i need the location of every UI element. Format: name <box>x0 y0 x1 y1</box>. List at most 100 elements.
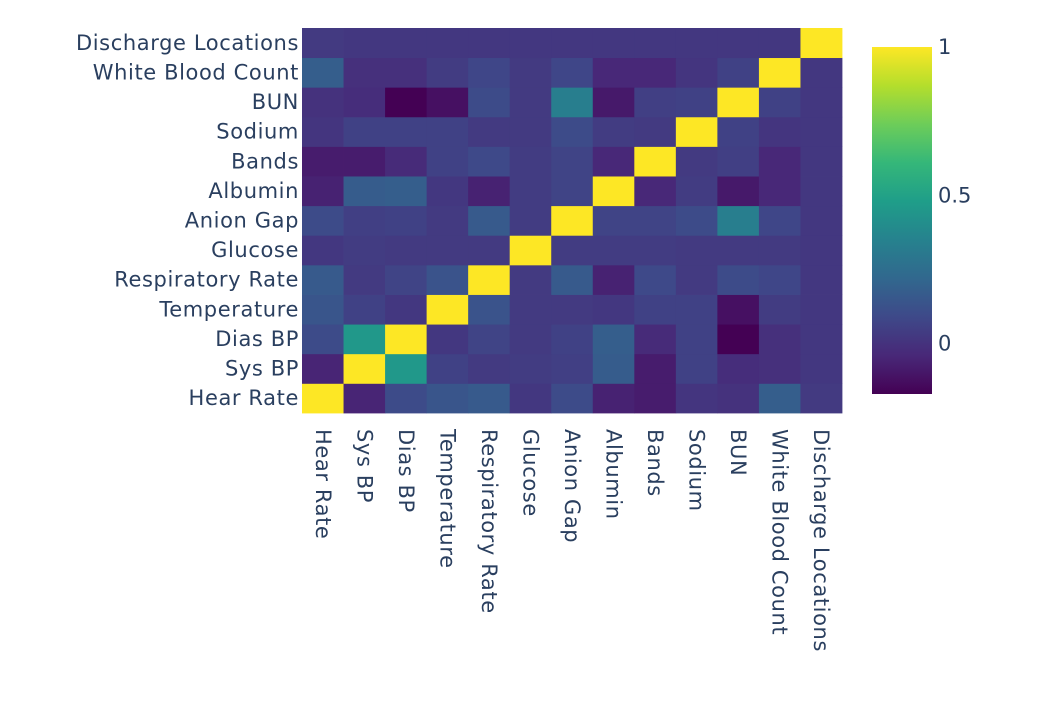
heatmap-cell-anion-gap-x-temperature <box>426 205 469 236</box>
heatmap-cell-albumin-x-bun <box>717 176 760 207</box>
heatmap-cell-temperature-x-respiratory-rate <box>468 294 511 325</box>
heatmap-cell-discharge-locations-x-glucose <box>509 28 552 59</box>
heatmap-cell-albumin-x-discharge-locations <box>800 176 843 207</box>
heatmap-cell-respiratory-rate-x-dias-bp <box>385 264 428 295</box>
heatmap-cell-sodium-x-dias-bp <box>385 116 428 147</box>
heatmap-cell-temperature-x-albumin <box>592 294 635 325</box>
colorbar-tick-label-0: 0 <box>938 332 951 356</box>
heatmap-cell-anion-gap-x-sodium <box>675 205 718 236</box>
heatmap-cell-bands-x-albumin <box>592 146 635 177</box>
heatmap-cell-hear-rate-x-bands <box>634 383 677 414</box>
y-tick-label-white-blood-count: White Blood Count <box>93 60 299 84</box>
heatmap-cell-temperature-x-discharge-locations <box>800 294 843 325</box>
heatmap-cell-discharge-locations-x-white-blood-count <box>758 28 801 59</box>
heatmap-cell-anion-gap-x-white-blood-count <box>758 205 801 236</box>
heatmap-cell-dias-bp-x-respiratory-rate <box>468 324 511 355</box>
heatmap-cell-sodium-x-sys-bp <box>343 116 386 147</box>
heatmap-cell-dias-bp-x-bands <box>634 324 677 355</box>
heatmap-cell-sys-bp-x-hear-rate <box>302 353 344 384</box>
x-tick-label-bands: Bands <box>643 429 667 497</box>
heatmap-cell-glucose-x-hear-rate <box>302 235 344 266</box>
heatmap-cell-sys-bp-x-dias-bp <box>385 353 428 384</box>
heatmap-cell-sys-bp-x-sys-bp <box>343 353 386 384</box>
heatmap-cell-albumin-x-temperature <box>426 176 469 207</box>
x-tick-label-albumin: Albumin <box>602 429 626 520</box>
heatmap-cell-temperature-x-temperature <box>426 294 469 325</box>
heatmap-cell-bun-x-discharge-locations <box>800 87 843 118</box>
heatmap-cell-white-blood-count-x-glucose <box>509 57 552 88</box>
heatmap-cell-sodium-x-respiratory-rate <box>468 116 511 147</box>
heatmap-cell-bands-x-white-blood-count <box>758 146 801 177</box>
heatmap-cell-glucose-x-anion-gap <box>551 235 594 266</box>
colorbar-tick-label-1: 1 <box>938 35 951 59</box>
y-tick-label-hear-rate: Hear Rate <box>189 386 299 410</box>
heatmap-cell-hear-rate-x-sys-bp <box>343 383 386 414</box>
heatmap-cell-anion-gap-x-bun <box>717 205 760 236</box>
heatmap-cell-dias-bp-x-sys-bp <box>343 324 386 355</box>
y-tick-label-bun: BUN <box>252 90 299 114</box>
y-tick-label-albumin: Albumin <box>208 179 299 203</box>
heatmap-cell-glucose-x-glucose <box>509 235 552 266</box>
heatmap-cell-anion-gap-x-anion-gap <box>551 205 594 236</box>
heatmap-cell-hear-rate-x-temperature <box>426 383 469 414</box>
heatmap-cell-glucose-x-respiratory-rate <box>468 235 511 266</box>
x-tick-label-bun: BUN <box>726 429 750 476</box>
heatmap-cell-temperature-x-white-blood-count <box>758 294 801 325</box>
heatmap-cell-bun-x-hear-rate <box>302 87 344 118</box>
heatmap-cell-anion-gap-x-albumin <box>592 205 635 236</box>
heatmap-cell-hear-rate-x-respiratory-rate <box>468 383 511 414</box>
heatmap-cell-bands-x-bun <box>717 146 760 177</box>
heatmap-cell-bands-x-sys-bp <box>343 146 386 177</box>
heatmap-cell-respiratory-rate-x-white-blood-count <box>758 264 801 295</box>
heatmap-cell-sys-bp-x-respiratory-rate <box>468 353 511 384</box>
heatmap-cell-white-blood-count-x-sys-bp <box>343 57 386 88</box>
x-axis-tick-labels: Hear Rate Sys BP Dias BP Temperature Respira… <box>311 428 833 652</box>
heatmap-cell-anion-gap-x-bands <box>634 205 677 236</box>
heatmap-cell-sodium-x-white-blood-count <box>758 116 801 147</box>
heatmap-cell-sys-bp-x-discharge-locations <box>800 353 843 384</box>
y-tick-label-dias-bp: Dias BP <box>215 327 299 351</box>
heatmap-cell-anion-gap-x-discharge-locations <box>800 205 843 236</box>
heatmap-cell-bands-x-anion-gap <box>551 146 594 177</box>
x-tick-label-anion-gap: Anion Gap <box>560 429 584 543</box>
heatmap-cell-dias-bp-x-albumin <box>592 324 635 355</box>
heatmap-cell-respiratory-rate-x-sodium <box>675 264 718 295</box>
heatmap-cell-white-blood-count-x-dias-bp <box>385 57 428 88</box>
heatmap-cell-discharge-locations-x-sodium <box>675 28 718 59</box>
heatmap-cell-discharge-locations-x-bun <box>717 28 760 59</box>
heatmap-cell-bun-x-bun <box>717 87 760 118</box>
heatmap-cell-dias-bp-x-glucose <box>509 324 552 355</box>
heatmap-cell-sodium-x-sodium <box>675 116 718 147</box>
heatmap-cell-white-blood-count-x-respiratory-rate <box>468 57 511 88</box>
heatmap-cell-dias-bp-x-anion-gap <box>551 324 594 355</box>
heatmap-cell-sys-bp-x-glucose <box>509 353 552 384</box>
x-tick-label-sodium: Sodium <box>685 429 709 512</box>
heatmap-cell-bun-x-dias-bp <box>385 87 428 118</box>
heatmap-cell-bands-x-respiratory-rate <box>468 146 511 177</box>
heatmap-cell-bands-x-glucose <box>509 146 552 177</box>
heatmap-cell-temperature-x-sys-bp <box>343 294 386 325</box>
heatmap-cell-respiratory-rate-x-discharge-locations <box>800 264 843 295</box>
heatmap-cell-albumin-x-sys-bp <box>343 176 386 207</box>
y-axis-tick-labels: Hear Rate Sys BP Dias BP Temperature Respira… <box>76 31 299 410</box>
colorbar-tick-label-0-5: 0.5 <box>938 183 971 207</box>
y-tick-label-respiratory-rate: Respiratory Rate <box>114 268 299 292</box>
heatmap-cell-discharge-locations-x-hear-rate <box>302 28 344 59</box>
heatmap-cell-glucose-x-bun <box>717 235 760 266</box>
heatmap-cell-temperature-x-glucose <box>509 294 552 325</box>
heatmap-cell-albumin-x-respiratory-rate <box>468 176 511 207</box>
heatmap-cell-bands-x-dias-bp <box>385 146 428 177</box>
heatmap-cell-anion-gap-x-hear-rate <box>302 205 344 236</box>
heatmap-cell-temperature-x-bun <box>717 294 760 325</box>
heatmap-cell-anion-gap-x-sys-bp <box>343 205 386 236</box>
heatmap-cell-white-blood-count-x-bun <box>717 57 760 88</box>
heatmap-cell-respiratory-rate-x-bands <box>634 264 677 295</box>
heatmap-cell-respiratory-rate-x-sys-bp <box>343 264 386 295</box>
colorbar: 10.50 <box>872 35 971 394</box>
heatmap-cell-discharge-locations-x-respiratory-rate <box>468 28 511 59</box>
heatmap-cell-bands-x-discharge-locations <box>800 146 843 177</box>
heatmap-cell-sys-bp-x-sodium <box>675 353 718 384</box>
heatmap-cell-hear-rate-x-dias-bp <box>385 383 428 414</box>
heatmap-cell-white-blood-count-x-discharge-locations <box>800 57 843 88</box>
heatmap-cell-temperature-x-dias-bp <box>385 294 428 325</box>
